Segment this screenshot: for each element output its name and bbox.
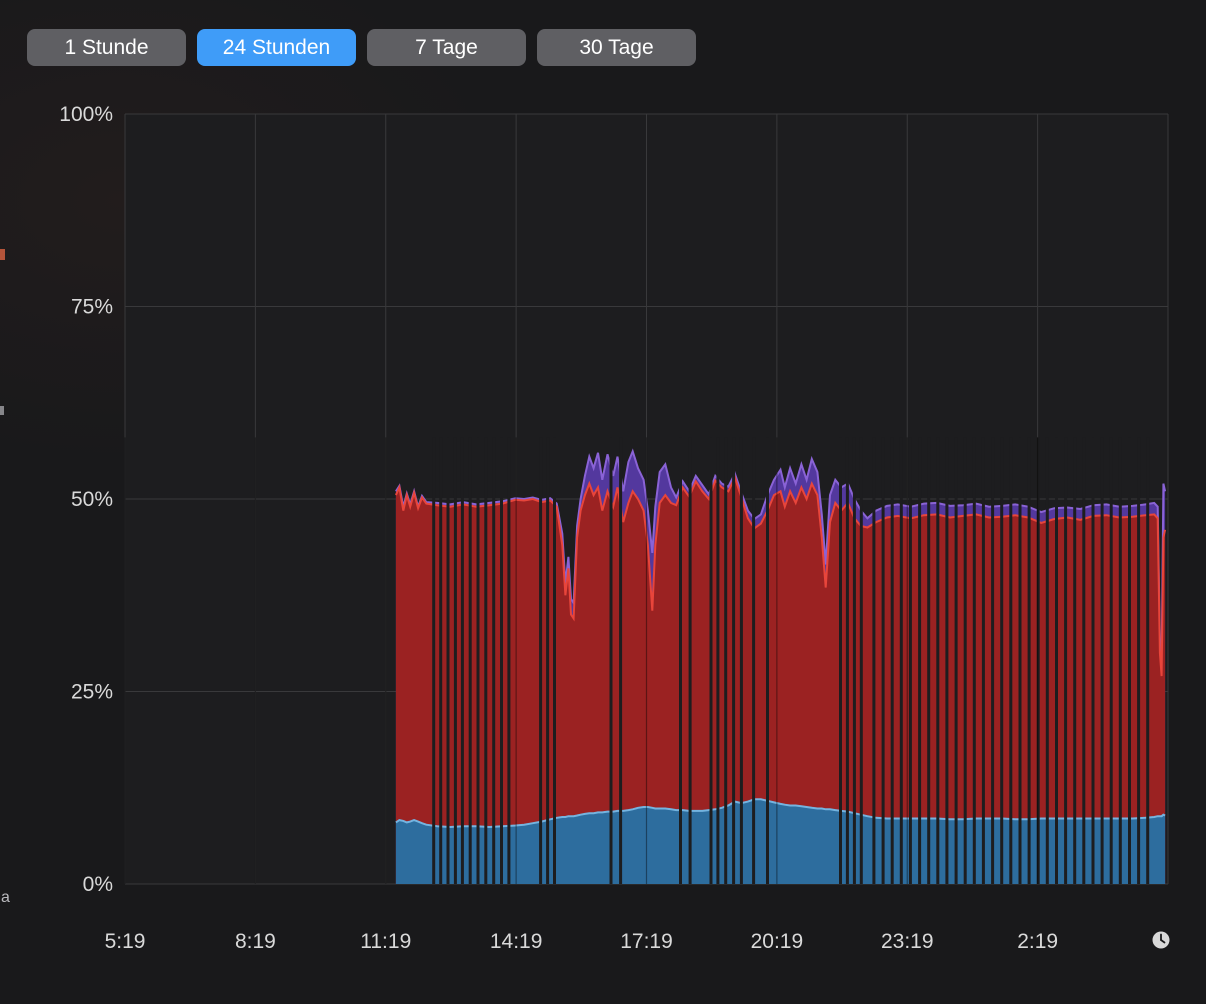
data-gap-line [881, 437, 885, 884]
data-gap-line [890, 437, 894, 884]
data-gap-line [709, 437, 713, 884]
range-button-24-stunden[interactable]: 24 Stunden [197, 29, 356, 66]
data-gap-line [1091, 437, 1095, 884]
data-gap-line [439, 437, 443, 884]
y-axis-label: 100% [59, 103, 113, 126]
data-gap-line [927, 437, 931, 884]
clock-icon-minute-hand [1160, 939, 1166, 944]
blue-series-area [395, 799, 1166, 884]
data-gap-line [432, 437, 436, 884]
x-axis-label: 5:19 [105, 930, 146, 953]
data-gap-line [752, 437, 756, 884]
data-gap-line [619, 437, 623, 884]
data-gap-line [1109, 437, 1113, 884]
data-gap-line [991, 437, 995, 884]
data-gap-line [899, 437, 903, 884]
data-gap-line [859, 437, 863, 884]
data-gap-line [981, 437, 985, 884]
data-gap-line [1073, 437, 1077, 884]
x-axis-label: 17:19 [620, 930, 673, 953]
data-gap-line [460, 437, 464, 884]
data-gap-line [1146, 437, 1150, 884]
data-gap-line [468, 437, 472, 884]
data-gap-line [963, 437, 967, 884]
data-gap-line [453, 437, 457, 884]
data-gap-line [1018, 437, 1022, 884]
data-gap-line [732, 437, 736, 884]
data-gap-line [539, 437, 543, 884]
data-gap-line [872, 437, 876, 884]
data-gap-line [1128, 437, 1131, 884]
data-gap-line [1118, 437, 1122, 884]
data-gap-line [446, 437, 450, 884]
range-button-7-tage[interactable]: 7 Tage [367, 29, 526, 66]
y-axis-label: 0% [83, 873, 113, 896]
data-gap-line [918, 437, 922, 884]
x-axis-label: 8:19 [235, 930, 276, 953]
data-gap-line [724, 437, 728, 884]
data-gap-line [1055, 437, 1058, 884]
data-gap-line [546, 437, 550, 884]
y-axis-label: 50% [71, 488, 113, 511]
red-series-area [395, 477, 1166, 884]
data-gap-line [1100, 437, 1104, 884]
x-axis-label: 14:19 [490, 930, 543, 953]
data-gap-line [936, 437, 940, 884]
data-gap-line [679, 437, 682, 884]
data-gap-line [1137, 437, 1141, 884]
data-gap-line [500, 437, 503, 884]
data-gap-line [766, 437, 769, 884]
y-axis-label: 25% [71, 681, 113, 704]
data-gap-line [945, 437, 949, 884]
data-gap-line [716, 437, 720, 884]
x-axis-label: 2:19 [1017, 930, 1058, 953]
data-gap-line [1064, 437, 1068, 884]
data-gap-line [688, 437, 692, 884]
x-axis-label: 11:19 [360, 930, 411, 953]
data-gap-line [1082, 437, 1086, 884]
data-gap-line [739, 437, 743, 884]
data-gap-line [839, 437, 842, 884]
data-gap-line [954, 437, 958, 884]
data-gap-line [845, 437, 849, 884]
data-gap-line [908, 437, 912, 884]
data-gap-line [1000, 437, 1004, 884]
data-gap-line [507, 437, 511, 884]
data-gap-line [852, 437, 856, 884]
x-axis-label: 23:19 [881, 930, 934, 953]
data-gap-line [972, 437, 976, 884]
data-gap-line [609, 437, 613, 884]
range-button-1-stunde[interactable]: 1 Stunde [27, 29, 186, 66]
y-axis-label: 75% [71, 296, 113, 319]
data-gap-line [1009, 437, 1013, 884]
time-range-toolbar: 1 Stunde 24 Stunden 7 Tage 30 Tage [27, 29, 696, 66]
data-gap-line [553, 437, 556, 884]
data-gap-line [1045, 437, 1049, 884]
range-button-30-tage[interactable]: 30 Tage [537, 29, 696, 66]
data-gap-line [492, 437, 496, 884]
data-gap-line [1027, 437, 1031, 884]
data-gap-line [476, 437, 480, 884]
data-gap-line [1036, 437, 1040, 884]
data-gap-line [484, 437, 488, 884]
x-axis-label: 20:19 [751, 930, 804, 953]
